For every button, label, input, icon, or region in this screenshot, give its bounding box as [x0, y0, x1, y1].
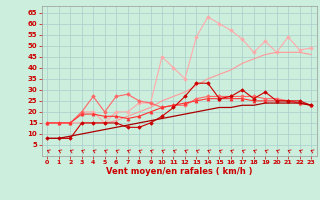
- X-axis label: Vent moyen/en rafales ( km/h ): Vent moyen/en rafales ( km/h ): [106, 167, 252, 176]
